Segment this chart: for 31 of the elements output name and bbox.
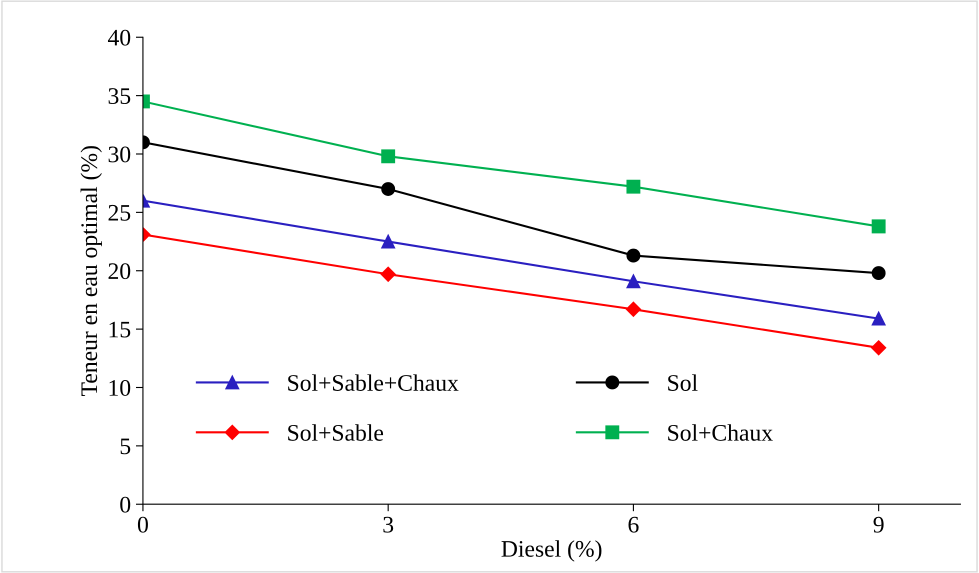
legend-label: Sol+Chaux — [668, 424, 773, 441]
point — [626, 274, 640, 288]
legend-label: Sol+Sable+Chaux — [288, 374, 459, 391]
y-tick-label: 30 — [108, 146, 130, 162]
y-tick-label: 15 — [110, 322, 130, 338]
y-tick-label: 10 — [110, 380, 130, 396]
point — [381, 234, 396, 248]
y-tick-label: 40 — [108, 30, 130, 46]
point — [872, 312, 886, 326]
point — [381, 149, 396, 164]
y-tick-label: 25 — [108, 204, 130, 221]
point — [380, 266, 396, 282]
legend-label: Sol — [668, 374, 698, 391]
x-tick-label: 9 — [874, 516, 884, 533]
y-tick-label: 5 — [120, 438, 130, 454]
y-tick-label: 20 — [108, 263, 130, 280]
legend-label: Sol+Sable — [288, 424, 384, 441]
point — [626, 302, 641, 317]
point — [381, 182, 396, 196]
point — [872, 266, 886, 280]
x-tick-label: 6 — [628, 516, 639, 533]
x-tick-label: 0 — [138, 516, 148, 533]
y-axis-title: Teneur en eau optimal (%) — [80, 146, 102, 396]
x-axis-title: Diesel (%) — [502, 540, 602, 562]
point — [872, 219, 886, 234]
y-tick-label: 35 — [108, 88, 130, 104]
x-tick-label: 3 — [383, 516, 394, 533]
point — [626, 248, 640, 263]
y-tick-label: 0 — [120, 496, 130, 513]
point — [871, 340, 886, 356]
point — [626, 180, 640, 194]
